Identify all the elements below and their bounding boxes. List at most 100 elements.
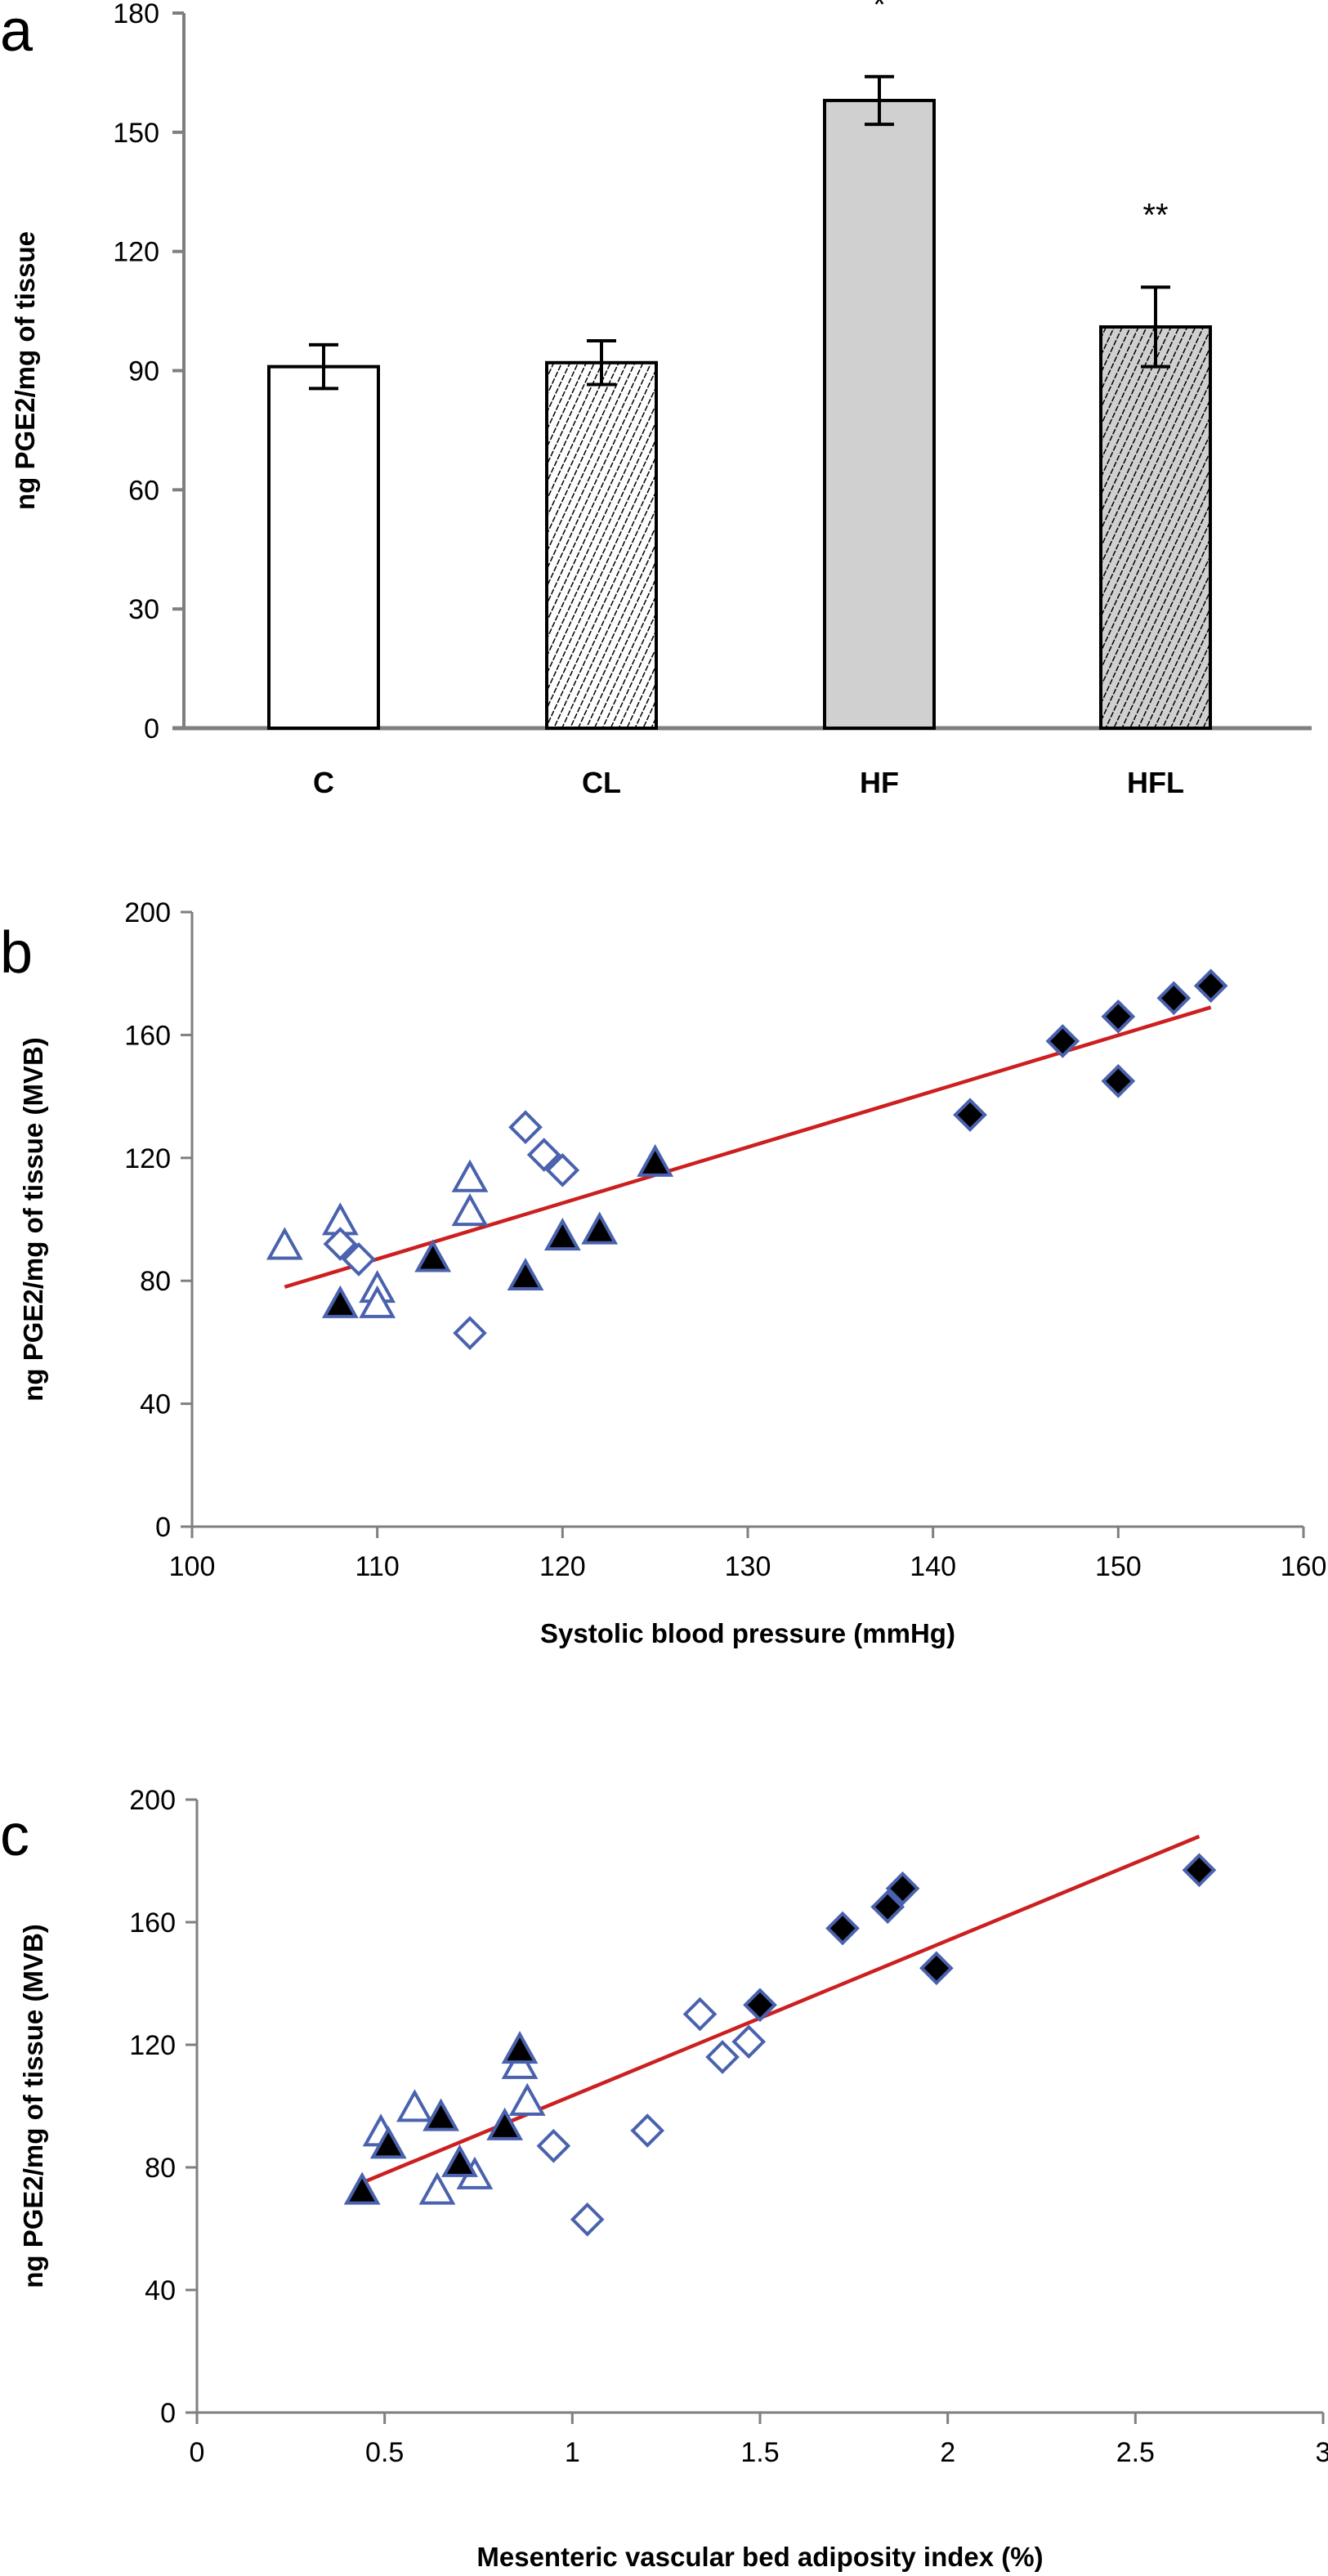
filled-diamond-point	[870, 1890, 905, 1925]
x-tick-label: 110	[355, 1551, 400, 1582]
filled-triangle-point	[581, 1211, 619, 1245]
x-tick-label: 130	[725, 1551, 771, 1582]
x-tick-label: 150	[1095, 1551, 1142, 1582]
y-tick-label: 0	[160, 2398, 176, 2429]
open-triangle-point	[396, 2089, 433, 2122]
category-label: CL	[582, 766, 621, 799]
filled-diamond-point	[825, 1911, 860, 1946]
x-tick-label: 2.5	[1116, 2437, 1155, 2468]
filled-diamond-point	[1101, 1000, 1136, 1034]
filled-triangle-point	[321, 1285, 359, 1318]
y-axis-label: ng PGE2/mg of tissue (MVB)	[18, 1924, 48, 2288]
y-tick-label: 80	[140, 1266, 171, 1297]
y-tick-label: 0	[155, 1512, 171, 1543]
open-diamond-point	[545, 1153, 580, 1187]
y-tick-label: 160	[124, 1020, 171, 1051]
bar-CL	[545, 360, 658, 730]
open-triangle-point	[359, 1285, 396, 1318]
filled-diamond-point	[919, 1951, 954, 1986]
y-tick-label: 160	[129, 1907, 176, 1939]
open-triangle-point	[451, 1159, 489, 1192]
filled-triangle-point	[501, 2031, 539, 2064]
filled-triangle-point	[423, 2098, 459, 2131]
panel-label: c	[0, 1803, 29, 1868]
filled-triangle-point	[486, 2107, 524, 2140]
filled-diamond-point	[1193, 968, 1228, 1004]
panel-label: b	[0, 920, 33, 986]
filled-triangle-point	[507, 1257, 544, 1291]
x-tick-label: 1	[565, 2437, 580, 2468]
category-label: HFL	[1127, 766, 1184, 799]
open-diamond-point	[508, 1110, 543, 1145]
y-axis-label: ng PGE2/mg of tissue (MVB)	[18, 1037, 48, 1402]
x-tick-label: 1.5	[740, 2437, 779, 2468]
panel-label: a	[0, 0, 34, 64]
x-tick-label: 0	[190, 2437, 205, 2468]
y-tick-label: 120	[113, 237, 159, 268]
filled-diamond-point	[1156, 981, 1192, 1016]
filled-diamond-point	[1182, 1853, 1217, 1888]
trendline	[361, 1834, 1201, 2185]
filled-diamond-point	[885, 1871, 920, 1906]
open-diamond-point	[630, 2113, 665, 2148]
open-diamond-point	[453, 1316, 487, 1350]
filled-diamond-point	[953, 1098, 987, 1132]
open-diamond-point	[342, 1242, 376, 1277]
filled-triangle-point	[369, 2126, 407, 2159]
filled-diamond-point	[1101, 1063, 1136, 1098]
open-diamond-point	[731, 2024, 767, 2059]
open-triangle-point	[266, 1227, 303, 1260]
category-label: HF	[860, 766, 899, 799]
open-diamond-point	[682, 1997, 718, 2032]
filled-triangle-point	[637, 1143, 674, 1177]
x-axis-label: Systolic blood pressure (mmHg)	[540, 1618, 955, 1648]
panel-a: a 0 30 60 90 120 150 180 ng PGE2/mg of tissue C CL…	[0, 0, 1312, 799]
open-diamond-point	[526, 1138, 561, 1172]
y-tick-label: 40	[140, 1389, 171, 1420]
x-tick-label: 160	[1281, 1551, 1327, 1582]
y-tick-label: 120	[124, 1143, 171, 1174]
filled-triangle-point	[441, 2144, 478, 2177]
x-tick-label: 100	[169, 1551, 216, 1582]
open-diamond-point	[705, 2040, 740, 2074]
y-tick-label: 150	[113, 118, 159, 149]
open-triangle-point	[418, 2171, 456, 2205]
filled-diamond-point	[1045, 1024, 1080, 1058]
bar-HFL	[1099, 325, 1212, 730]
filled-triangle-point	[414, 1239, 452, 1272]
y-tick-label: 60	[128, 475, 159, 506]
panel-c: c 0 40 80 120 160 200 0 0.5 1 1.5 2 2.5 3 Mesenteric v…	[0, 1785, 1328, 2572]
open-diamond-point	[323, 1227, 358, 1261]
x-axis-label: Mesenteric vascular bed adiposity index …	[476, 2542, 1043, 2572]
filled-diamond-point	[743, 1988, 777, 2023]
open-diamond-point	[570, 2202, 605, 2237]
y-tick-label: 120	[129, 2030, 176, 2061]
significance-marker: **	[1142, 197, 1168, 233]
open-diamond-point	[536, 2128, 571, 2163]
panel-b: b 0 40 80 120 160 200 100 110 120 130 140 150 160 Syst…	[0, 897, 1326, 1648]
y-tick-label: 40	[145, 2275, 176, 2306]
category-label: C	[313, 766, 334, 799]
y-axis-label: ng PGE2/mg of tissue	[10, 231, 40, 510]
y-tick-label: 90	[128, 356, 159, 387]
y-tick-label: 30	[128, 594, 159, 625]
y-tick-label: 200	[124, 897, 171, 928]
filled-triangle-point	[343, 2171, 381, 2205]
open-triangle-point	[508, 2082, 546, 2116]
y-tick-label: 180	[113, 0, 159, 29]
trendline	[284, 1005, 1212, 1289]
x-tick-label: 120	[539, 1551, 586, 1582]
significance-marker: *	[873, 0, 886, 23]
x-tick-label: 2	[940, 2437, 955, 2468]
bar-C	[267, 364, 380, 730]
y-tick-label: 80	[145, 2153, 176, 2184]
filled-triangle-point	[543, 1218, 581, 1251]
x-tick-label: 140	[910, 1551, 956, 1582]
y-tick-label: 0	[144, 713, 159, 745]
x-tick-label: 0.5	[365, 2437, 404, 2468]
x-tick-label: 3	[1316, 2437, 1328, 2468]
y-tick-label: 200	[129, 1785, 176, 1816]
open-triangle-point	[451, 1192, 489, 1227]
bar-HF	[823, 98, 936, 730]
